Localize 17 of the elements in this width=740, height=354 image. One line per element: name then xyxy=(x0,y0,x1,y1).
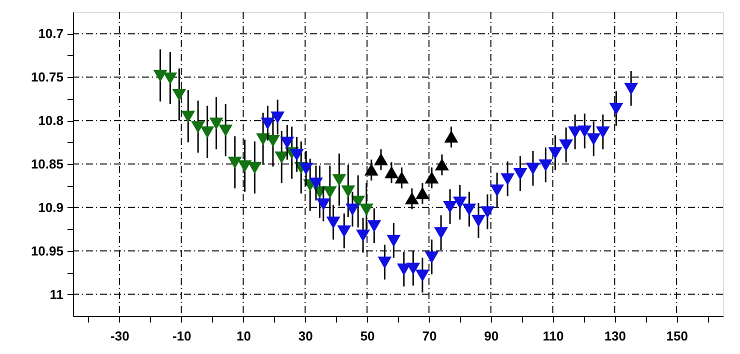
y-tick-label: 10.95 xyxy=(30,243,64,258)
x-tick-label: 130 xyxy=(604,328,626,344)
x-tick-label: 90 xyxy=(484,328,499,344)
y-tick-label: 10.7 xyxy=(38,26,64,42)
x-tick-label: -30 xyxy=(110,328,130,344)
x-tick-label: -10 xyxy=(172,328,192,344)
x-tick-label: 70 xyxy=(422,328,437,344)
x-tick-label: 150 xyxy=(666,328,688,344)
x-tick-label: 30 xyxy=(298,328,313,344)
y-tick-label: 10.9 xyxy=(38,200,64,215)
x-tick-label: 110 xyxy=(542,328,564,344)
y-tick-label: 11 xyxy=(50,286,64,302)
y-tick-label: 10.8 xyxy=(38,113,64,128)
y-tick-label: 10.85 xyxy=(30,156,64,172)
y-tick-label: 10.75 xyxy=(30,70,64,85)
x-tick-label: 50 xyxy=(360,328,375,344)
x-tick-label: 10 xyxy=(236,328,251,344)
